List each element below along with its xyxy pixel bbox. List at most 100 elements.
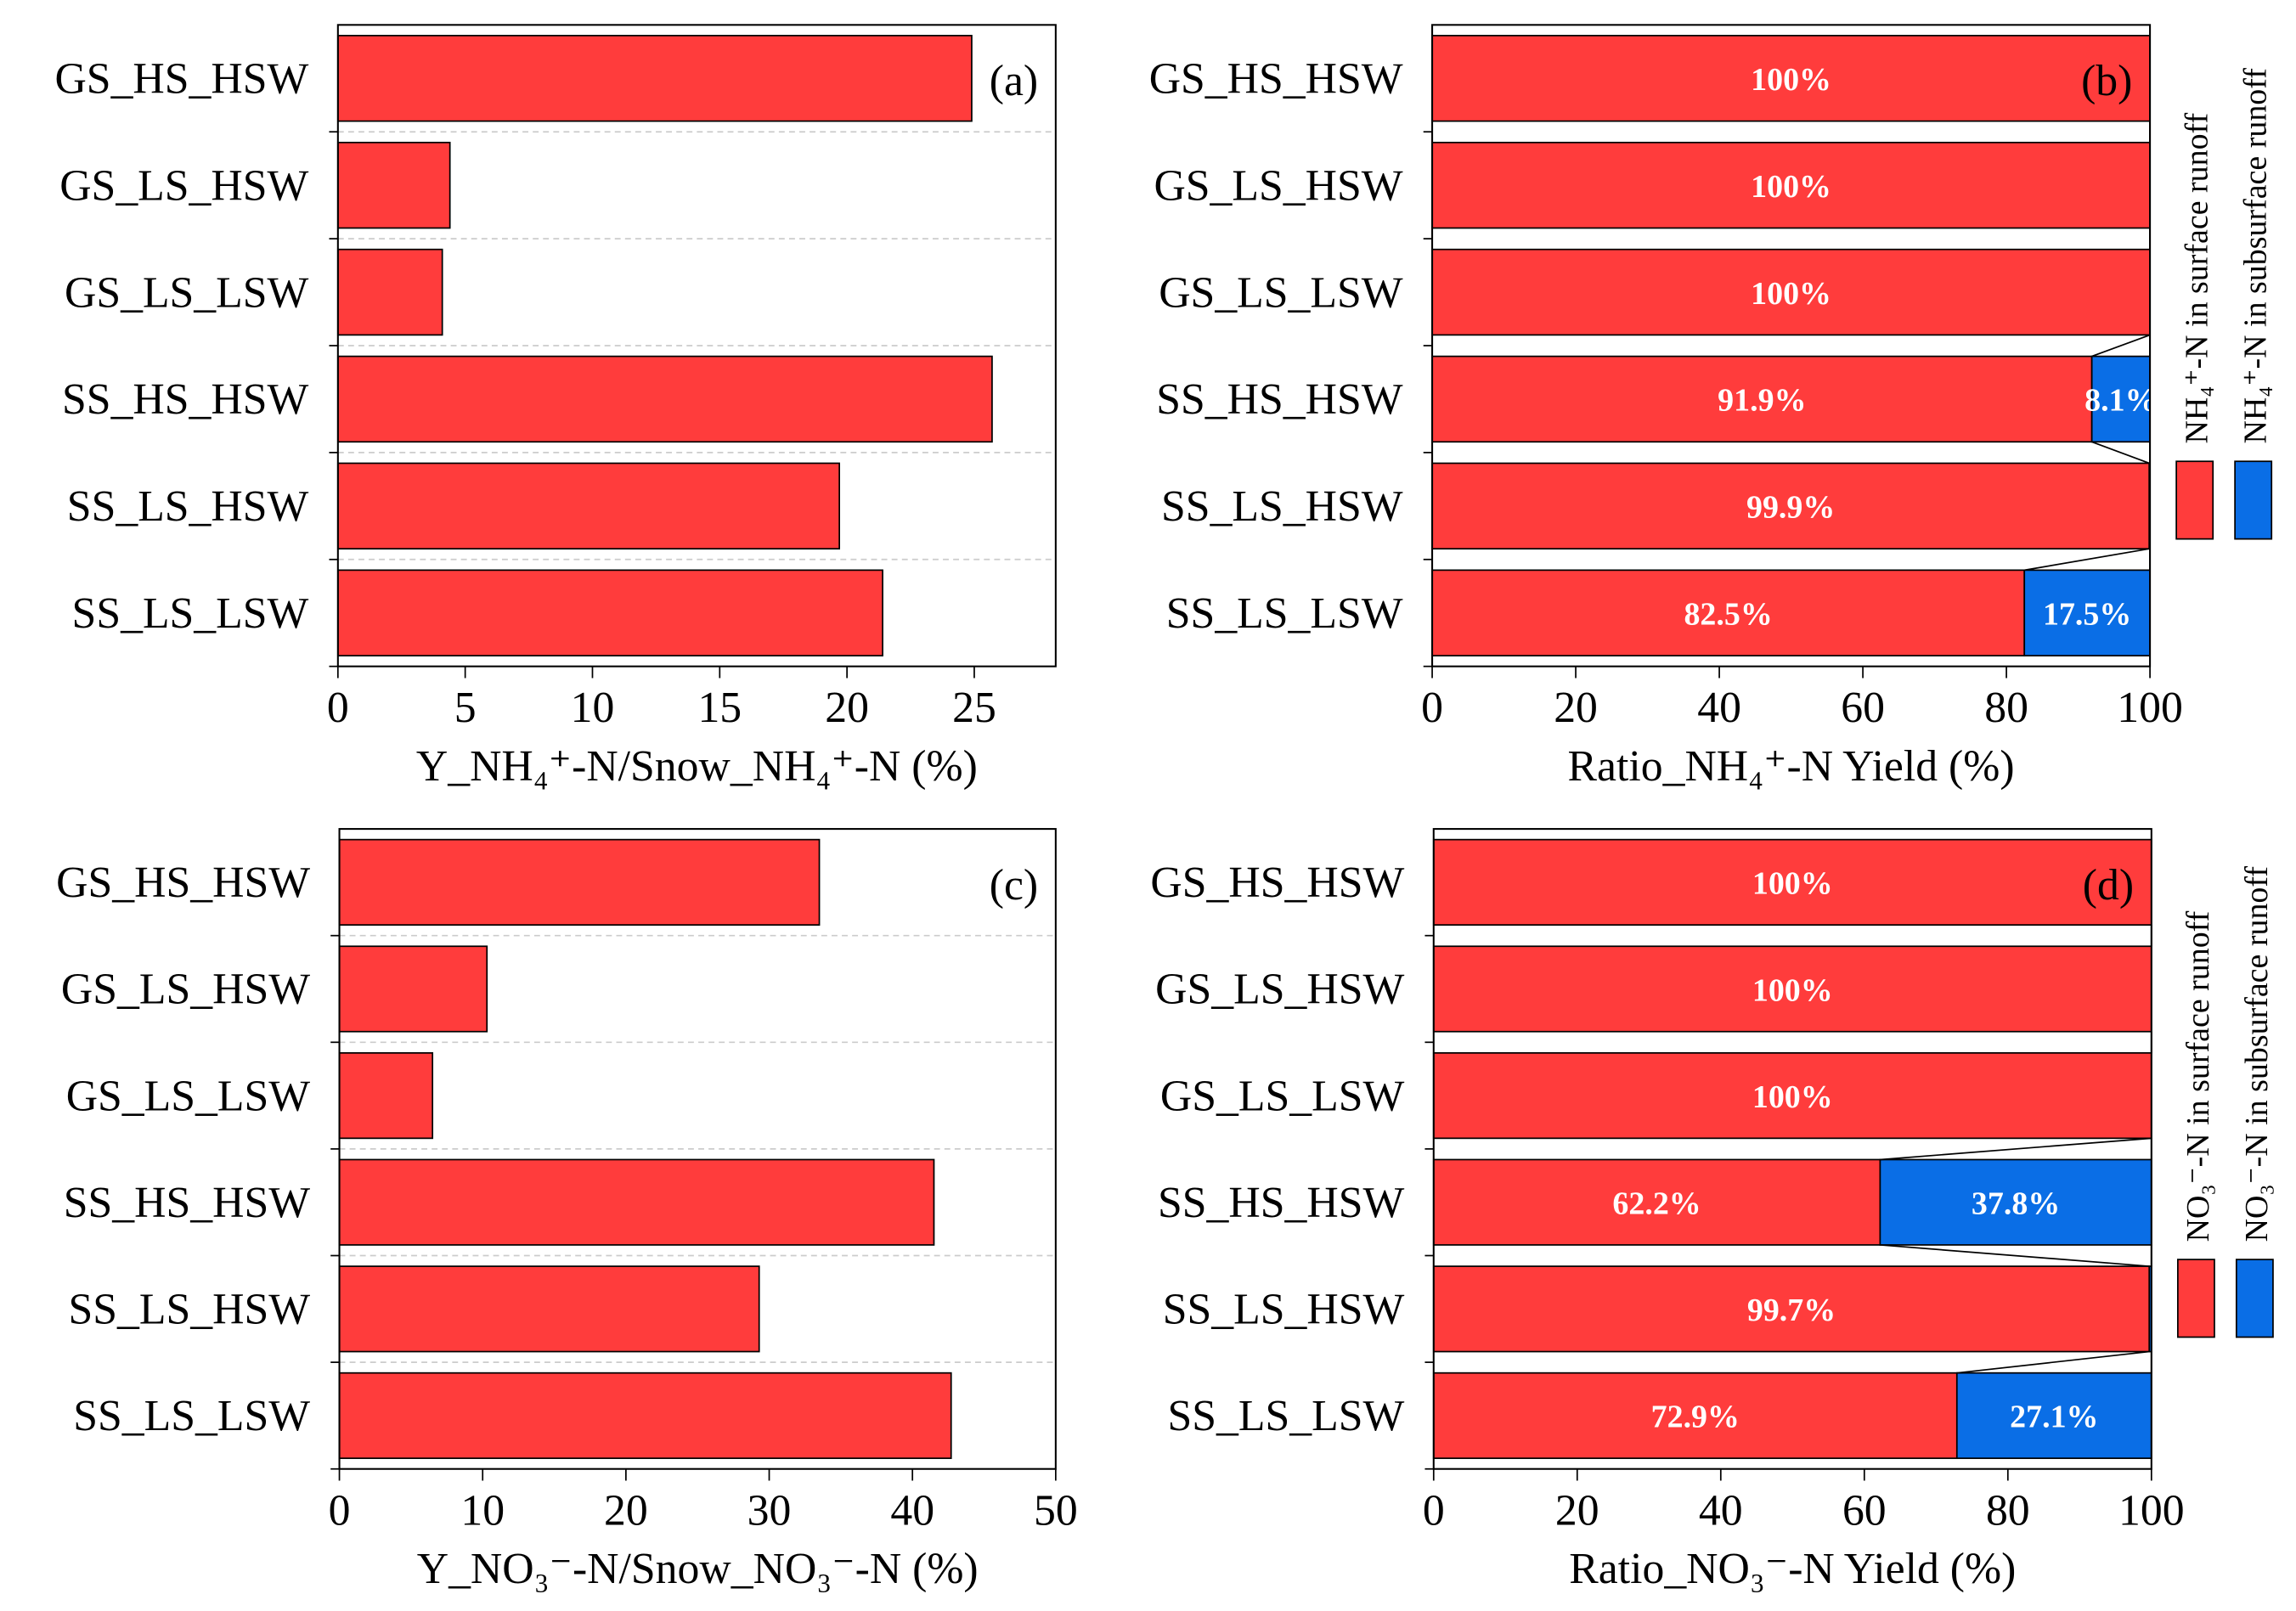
value-label: 100% bbox=[1751, 169, 1831, 205]
y-tick-label: SS_LS_HSW bbox=[69, 1286, 311, 1334]
y-tick-label: GS_HS_HSW bbox=[54, 55, 308, 104]
value-label: 99.7% bbox=[1747, 1293, 1836, 1328]
x-tick-label: 5 bbox=[454, 684, 477, 732]
legend-swatch bbox=[2176, 1259, 2215, 1338]
x-tick-label: 50 bbox=[1034, 1486, 1078, 1535]
y-tick-label: GS_HS_HSW bbox=[56, 859, 310, 907]
x-axis-label: Ratio_NH₄⁺-N Yield (%) bbox=[1568, 742, 2015, 791]
x-tick-label: 0 bbox=[327, 684, 349, 732]
bar-segment bbox=[1432, 838, 2152, 926]
y-tick-label: SS_HS_HSW bbox=[1156, 375, 1402, 424]
bar-segment bbox=[1432, 945, 2152, 1033]
bar-segment bbox=[2023, 569, 2151, 656]
legend-swatch bbox=[2234, 460, 2273, 540]
value-label: 62.2% bbox=[1612, 1186, 1701, 1222]
bar-segment bbox=[1432, 1372, 1958, 1460]
value-label: 100% bbox=[1751, 62, 1831, 98]
connector-line bbox=[1880, 1244, 2150, 1267]
x-tick-label: 0 bbox=[1421, 684, 1443, 732]
y-tick-label: GS_LS_LSW bbox=[65, 268, 309, 317]
value-label: 82.5% bbox=[1684, 597, 1772, 633]
bar bbox=[336, 248, 443, 336]
x-tick-label: 10 bbox=[460, 1486, 505, 1535]
bar bbox=[338, 1265, 760, 1353]
x-axis-label: Y_NO₃⁻-N/Snow_NO₃⁻-N (%) bbox=[417, 1545, 979, 1593]
panel-label: (b) bbox=[2081, 57, 2132, 105]
value-label: 100% bbox=[1752, 972, 1833, 1008]
x-tick-label: 40 bbox=[890, 1486, 934, 1535]
y-tick-label: SS_LS_LSW bbox=[1166, 589, 1403, 638]
value-label: 8.1% bbox=[2084, 383, 2157, 419]
y-tick-label: GS_LS_LSW bbox=[1159, 268, 1403, 317]
x-tick-label: 100 bbox=[2118, 1486, 2185, 1535]
y-tick-label: SS_LS_HSW bbox=[1163, 1286, 1405, 1334]
y-tick-label: GS_LS_HSW bbox=[61, 966, 310, 1014]
y-tick-label: GS_HS_HSW bbox=[1150, 859, 1404, 907]
value-label: 27.1% bbox=[2010, 1400, 2098, 1435]
y-tick-label: SS_LS_LSW bbox=[72, 589, 309, 638]
plot-frame bbox=[338, 828, 1057, 1470]
value-label: 37.8% bbox=[1972, 1186, 2060, 1222]
plot-frame bbox=[1431, 24, 2152, 667]
bar-segment bbox=[1955, 1372, 2152, 1460]
bar bbox=[338, 1372, 952, 1460]
value-label: 99.9% bbox=[1746, 490, 1835, 526]
x-tick-label: 30 bbox=[747, 1486, 792, 1535]
bar bbox=[338, 838, 821, 926]
y-tick-label: SS_LS_HSW bbox=[1161, 482, 1403, 531]
bar bbox=[336, 462, 841, 550]
legend-label: NO₃⁻-N in subsurface runoff bbox=[2239, 866, 2275, 1242]
value-label: 72.9% bbox=[1651, 1400, 1740, 1435]
legend-swatch bbox=[2235, 1259, 2274, 1338]
legend-label: NH₄⁺-N in subsurface runoff bbox=[2237, 68, 2273, 444]
x-tick-label: 20 bbox=[825, 684, 869, 732]
x-tick-label: 80 bbox=[1986, 1486, 2030, 1535]
legend-swatch bbox=[2175, 460, 2214, 540]
connector-line bbox=[2024, 548, 2150, 572]
x-tick-label: 40 bbox=[1697, 684, 1741, 732]
value-label: 91.9% bbox=[1718, 383, 1806, 419]
bar bbox=[338, 945, 488, 1033]
connector-line bbox=[1956, 1350, 2150, 1374]
bar bbox=[338, 1158, 935, 1246]
x-axis-label: Ratio_NO₃⁻-N Yield (%) bbox=[1569, 1545, 2016, 1593]
y-tick-label: GS_LS_HSW bbox=[1155, 966, 1404, 1014]
panel-label: (d) bbox=[2083, 861, 2134, 910]
x-tick-label: 20 bbox=[604, 1486, 648, 1535]
x-tick-label: 15 bbox=[697, 684, 742, 732]
y-tick-label: SS_HS_HSW bbox=[62, 375, 308, 424]
connector-line bbox=[2091, 441, 2150, 465]
y-tick-label: SS_HS_HSW bbox=[1158, 1179, 1404, 1227]
x-axis-label: Y_NH₄⁺-N/Snow_NH₄⁺-N (%) bbox=[416, 742, 978, 791]
y-tick-label: SS_HS_HSW bbox=[64, 1179, 310, 1227]
x-tick-label: 10 bbox=[571, 684, 615, 732]
y-tick-label: GS_HS_HSW bbox=[1149, 55, 1403, 104]
bar bbox=[336, 355, 993, 443]
value-label: 17.5% bbox=[2043, 597, 2131, 633]
bar-segment bbox=[1879, 1158, 2152, 1246]
x-tick-label: 0 bbox=[1423, 1486, 1445, 1535]
x-tick-label: 100 bbox=[2117, 684, 2183, 732]
plot-frame bbox=[336, 24, 1057, 667]
x-tick-label: 80 bbox=[1984, 684, 2028, 732]
value-label: 100% bbox=[1752, 866, 1833, 902]
bar-segment bbox=[1431, 35, 2151, 122]
x-tick-label: 40 bbox=[1699, 1486, 1743, 1535]
x-tick-label: 0 bbox=[329, 1486, 351, 1535]
bar-segment bbox=[1431, 462, 2151, 550]
y-tick-label: GS_LS_LSW bbox=[1160, 1072, 1405, 1120]
bar-segment bbox=[1431, 569, 2026, 656]
bar-segment bbox=[2090, 355, 2151, 443]
bar bbox=[336, 141, 451, 229]
x-tick-label: 20 bbox=[1555, 1486, 1599, 1535]
bar-segment bbox=[1431, 248, 2151, 336]
panel-label: (a) bbox=[990, 57, 1038, 105]
value-label: 100% bbox=[1752, 1079, 1833, 1115]
legend-label: NO₃⁻-N in surface runoff bbox=[2180, 910, 2216, 1242]
legend-label: NH₄⁺-N in surface runoff bbox=[2179, 112, 2214, 443]
value-label: 100% bbox=[1751, 276, 1831, 312]
y-tick-label: GS_LS_HSW bbox=[59, 161, 308, 210]
x-tick-label: 25 bbox=[952, 684, 996, 732]
connector-line bbox=[2091, 334, 2151, 358]
bar-segment bbox=[1432, 1051, 2152, 1140]
